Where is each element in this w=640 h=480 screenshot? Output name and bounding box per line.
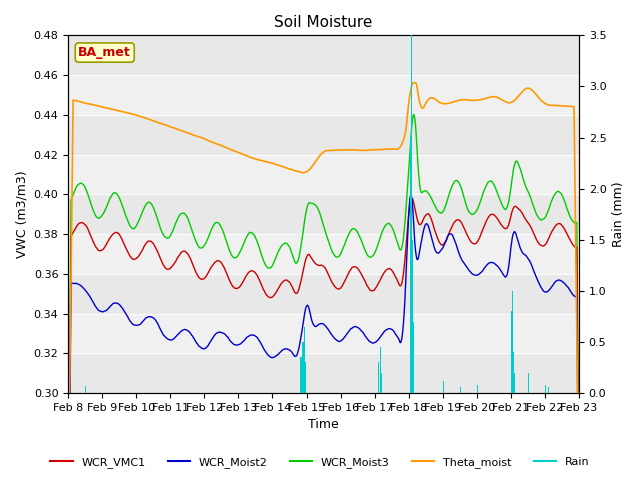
Bar	[68, 155, 579, 194]
Bar	[68, 115, 579, 155]
Legend: WCR_VMC1, WCR_Moist2, WCR_Moist3, Theta_moist, Rain: WCR_VMC1, WCR_Moist2, WCR_Moist3, Theta_…	[46, 452, 594, 472]
Bar	[68, 353, 579, 393]
X-axis label: Time: Time	[308, 419, 339, 432]
Text: BA_met: BA_met	[78, 46, 131, 59]
Y-axis label: Rain (mm): Rain (mm)	[612, 181, 625, 247]
Bar	[68, 274, 579, 313]
Bar	[68, 313, 579, 353]
Y-axis label: VWC (m3/m3): VWC (m3/m3)	[15, 170, 28, 258]
Bar	[68, 234, 579, 274]
Title: Soil Moisture: Soil Moisture	[275, 15, 372, 30]
Bar	[68, 36, 579, 75]
Bar	[68, 75, 579, 115]
Bar	[68, 194, 579, 234]
